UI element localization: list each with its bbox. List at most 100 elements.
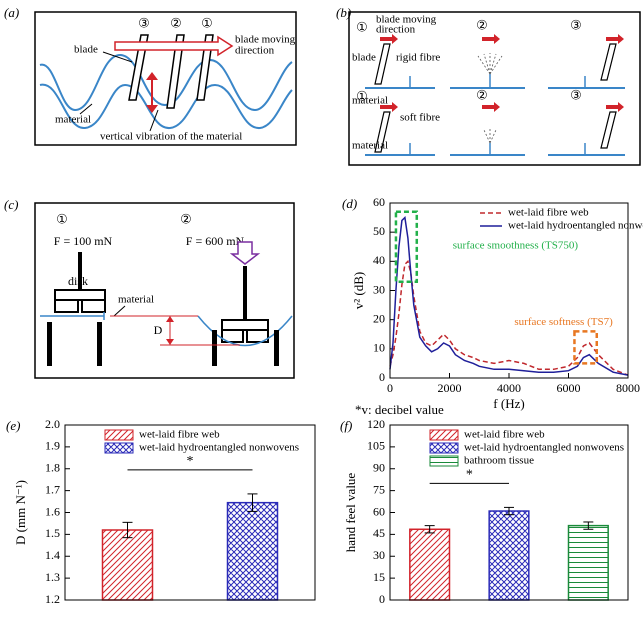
step-number: ①: [201, 17, 213, 32]
legend-label: wet-laid hydroentangled nonwovens: [508, 220, 643, 232]
bar: [488, 510, 530, 601]
pointer: [113, 305, 126, 317]
y-tick-label: 2.0: [45, 417, 60, 431]
plot-frame: [64, 424, 316, 601]
step-number: ③: [570, 19, 582, 34]
shape: [477, 55, 491, 75]
support: [212, 330, 217, 366]
y-tick-label: 1.3: [45, 570, 60, 584]
y-tick-label: 20: [373, 311, 385, 325]
panel-label: (b): [336, 5, 351, 20]
pointer: [79, 103, 93, 115]
step-number: ①: [356, 90, 368, 105]
x-axis-label: f (Hz): [493, 396, 524, 411]
y-axis-label: D (mm N⁻¹): [13, 480, 28, 545]
y-tick-label: 15: [373, 570, 385, 584]
bar: [409, 528, 451, 601]
legend-label: wet-laid fibre web: [464, 429, 545, 441]
step-number: ②: [476, 19, 488, 34]
disk-shape: [54, 289, 106, 301]
arrow: [380, 34, 398, 44]
x-tick-label: 4000: [497, 381, 521, 395]
legend-swatch: [429, 442, 459, 454]
y-axis-label: hand feel value: [343, 473, 358, 553]
y-tick-label: 50: [373, 224, 385, 238]
legend-swatch: [104, 429, 134, 441]
panel-label: (e): [6, 418, 20, 433]
step-number: ③: [570, 89, 582, 104]
legend-swatch: [104, 442, 134, 454]
legend-label: wet-laid hydroentangled nonwovens: [139, 442, 299, 454]
label: material: [55, 114, 91, 126]
annotation-label: surface smoothness (TS750): [453, 239, 579, 251]
legend-label: wet-laid fibre web: [508, 207, 589, 219]
panel-label: (d): [342, 196, 357, 211]
label: material: [352, 140, 388, 152]
blades: [374, 43, 617, 153]
direction-arrows: [380, 34, 624, 112]
arrow: [606, 102, 624, 112]
y-tick-label: 75: [373, 482, 385, 496]
label: material: [352, 95, 388, 107]
shape: [483, 129, 491, 144]
arrow: [380, 102, 398, 112]
pointer: [102, 51, 133, 63]
material-lines: [365, 87, 625, 156]
note: *v: decibel value: [355, 402, 444, 417]
arrow-head: [166, 339, 174, 345]
significance-label: *: [187, 454, 194, 469]
arrow: [482, 102, 500, 112]
panel-label: (f): [340, 418, 352, 433]
label: blade moving: [235, 34, 296, 46]
label: direction: [235, 45, 275, 57]
vibration-fan: [477, 53, 503, 144]
y-tick-label: 60: [373, 195, 385, 209]
step-number: ②: [170, 17, 182, 32]
y-tick-label: 90: [373, 461, 385, 475]
shape: [489, 129, 497, 144]
y-tick-label: 105: [367, 439, 385, 453]
force-arrow: [229, 241, 261, 265]
panel-c: (c) ① ② F = 100 mN F = 600 mN disk mater…: [4, 197, 295, 379]
step-number: ①: [356, 21, 368, 36]
annotation-label: surface softness (TS7): [514, 316, 613, 328]
legend-label: wet-laid fibre web: [139, 429, 220, 441]
y-axis-label: v² (dB): [351, 272, 366, 309]
legend-swatch: [429, 455, 459, 467]
disk-shape: [246, 329, 269, 343]
annotation-box: [573, 330, 599, 365]
blade-shape: [166, 34, 185, 109]
y-tick-label: 30: [373, 282, 385, 296]
step-number: ①: [56, 213, 68, 228]
label: disk: [68, 274, 88, 288]
bar: [226, 501, 279, 601]
panel-b: (b) ① ② ③ blade moving direction blade r…: [336, 5, 641, 166]
material-curve: [197, 315, 293, 347]
arrow-head: [166, 316, 174, 322]
label: blade moving: [376, 14, 437, 26]
blade-shape: [600, 43, 617, 81]
shape: [489, 53, 497, 75]
y-tick-label: 1.2: [45, 592, 60, 606]
label: vertical vibration of the material: [100, 131, 242, 143]
label: direction: [376, 24, 416, 36]
panel-label: (a): [4, 5, 19, 20]
blade-shape: [196, 34, 214, 101]
support: [97, 322, 102, 366]
x-tick-label: 8000: [616, 381, 640, 395]
direction-arrow: [114, 35, 234, 57]
bar: [567, 524, 609, 601]
blade-shape: [600, 111, 617, 149]
y-tick-label: 45: [373, 526, 385, 540]
y-tick-label: 0: [379, 370, 385, 384]
panel-label: (c): [4, 197, 18, 212]
blade-shape: [374, 43, 391, 85]
label: blade: [74, 44, 98, 56]
annotation-box: [394, 210, 419, 283]
support: [47, 322, 52, 366]
significance-label: *: [466, 468, 473, 483]
shape: [483, 53, 491, 75]
x-tick-label: 2000: [438, 381, 462, 395]
material-curve: [39, 83, 293, 130]
